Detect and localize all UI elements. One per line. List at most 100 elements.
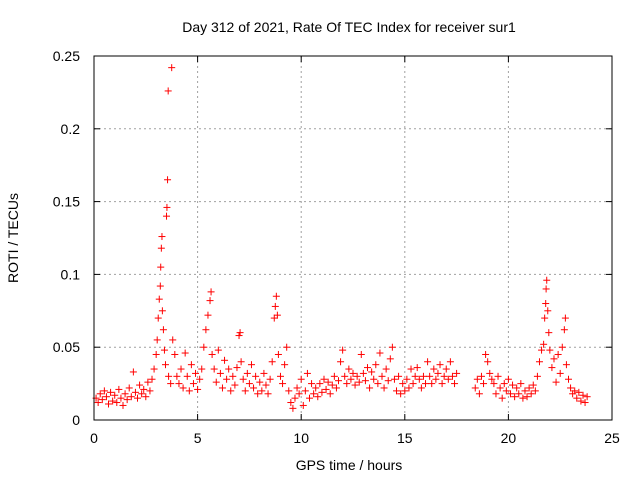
data-point bbox=[183, 372, 191, 380]
data-point bbox=[196, 375, 204, 383]
data-point bbox=[324, 378, 332, 386]
data-point bbox=[388, 343, 396, 351]
data-point bbox=[125, 384, 133, 392]
data-point bbox=[364, 364, 372, 372]
data-point bbox=[316, 380, 324, 388]
data-point bbox=[281, 361, 289, 369]
data-point bbox=[494, 372, 502, 380]
data-point bbox=[287, 399, 295, 407]
data-point bbox=[523, 393, 531, 401]
x-tick-label: 0 bbox=[90, 430, 98, 446]
y-tick-label: 0 bbox=[72, 412, 80, 428]
data-point bbox=[146, 387, 154, 395]
data-point bbox=[509, 381, 517, 389]
y-tick-label: 0.15 bbox=[53, 194, 80, 210]
data-point bbox=[111, 391, 119, 399]
data-point bbox=[245, 380, 253, 388]
data-point bbox=[384, 377, 392, 385]
data-point bbox=[407, 365, 415, 373]
data-point bbox=[519, 394, 527, 402]
data-point bbox=[345, 365, 353, 373]
data-point bbox=[482, 350, 490, 358]
data-point bbox=[171, 350, 179, 358]
data-point bbox=[471, 384, 479, 392]
data-point bbox=[223, 375, 231, 383]
data-point bbox=[192, 369, 200, 377]
data-point bbox=[571, 387, 579, 395]
data-point bbox=[129, 368, 137, 376]
data-point bbox=[153, 336, 161, 344]
data-point bbox=[426, 372, 434, 380]
data-point bbox=[515, 390, 523, 398]
data-point bbox=[484, 358, 492, 366]
data-point bbox=[301, 387, 309, 395]
data-point bbox=[214, 346, 222, 354]
data-point bbox=[480, 380, 488, 388]
data-point bbox=[168, 64, 176, 72]
data-point bbox=[506, 390, 514, 398]
data-point bbox=[504, 375, 512, 383]
data-point bbox=[575, 388, 583, 396]
data-point bbox=[312, 384, 320, 392]
data-point bbox=[397, 390, 405, 398]
data-point bbox=[417, 384, 425, 392]
data-point bbox=[442, 365, 450, 373]
data-point bbox=[105, 400, 113, 408]
data-point bbox=[376, 349, 384, 357]
data-point bbox=[268, 358, 276, 366]
data-point bbox=[453, 369, 461, 377]
data-points bbox=[92, 64, 591, 412]
y-tick-label: 0.1 bbox=[61, 266, 81, 282]
data-point bbox=[531, 387, 539, 395]
data-point bbox=[156, 282, 164, 290]
data-point bbox=[117, 394, 125, 402]
data-point bbox=[393, 387, 401, 395]
chart-title: Day 312 of 2021, Rate Of TEC Index for r… bbox=[182, 19, 516, 35]
x-tick-label: 15 bbox=[397, 430, 413, 446]
data-point bbox=[488, 375, 496, 383]
data-point bbox=[366, 384, 374, 392]
data-point bbox=[177, 365, 185, 373]
data-point bbox=[341, 372, 349, 380]
data-point bbox=[293, 384, 301, 392]
data-point bbox=[579, 391, 587, 399]
data-point bbox=[109, 397, 117, 405]
data-point bbox=[511, 393, 519, 401]
data-point bbox=[370, 375, 378, 383]
data-point bbox=[535, 358, 543, 366]
data-point bbox=[550, 355, 558, 363]
data-point bbox=[225, 365, 233, 373]
data-point bbox=[252, 372, 260, 380]
data-point bbox=[113, 399, 121, 407]
data-point bbox=[330, 372, 338, 380]
data-point bbox=[291, 394, 299, 402]
data-point bbox=[540, 340, 548, 348]
data-point bbox=[161, 361, 169, 369]
data-point bbox=[560, 326, 568, 334]
data-point bbox=[359, 369, 367, 377]
data-point bbox=[541, 314, 549, 322]
data-point bbox=[276, 372, 284, 380]
data-point bbox=[395, 372, 403, 380]
data-point bbox=[140, 385, 148, 393]
data-point bbox=[581, 399, 589, 407]
data-point bbox=[254, 390, 262, 398]
data-point bbox=[564, 375, 572, 383]
data-point bbox=[334, 377, 342, 385]
data-point bbox=[378, 372, 386, 380]
data-point bbox=[148, 375, 156, 383]
grid-lines bbox=[94, 56, 612, 420]
data-point bbox=[229, 372, 237, 380]
data-point bbox=[194, 385, 202, 393]
data-point bbox=[368, 368, 376, 376]
data-point bbox=[318, 388, 326, 396]
data-point bbox=[513, 384, 521, 392]
data-point bbox=[131, 388, 139, 396]
data-point bbox=[289, 404, 297, 412]
data-point bbox=[273, 311, 281, 319]
data-point bbox=[337, 358, 345, 366]
data-point bbox=[204, 311, 212, 319]
data-point bbox=[123, 396, 131, 404]
data-point bbox=[438, 380, 446, 388]
